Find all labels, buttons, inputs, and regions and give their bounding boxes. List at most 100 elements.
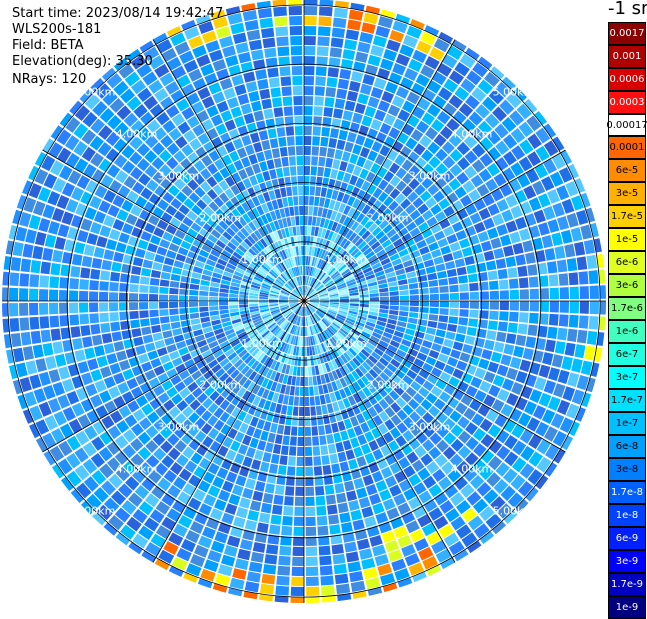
- ray-gate-cell: [209, 306, 219, 311]
- ray-gate-cell: [545, 444, 560, 460]
- ray-gate-cell: [324, 362, 331, 373]
- ray-gate-cell: [367, 314, 378, 320]
- ray-gate-cell: [315, 269, 322, 279]
- ray-gate-cell: [196, 255, 207, 264]
- ray-gate-cell: [89, 135, 104, 151]
- ray-gate-cell: [209, 296, 219, 301]
- ray-gate-cell: [194, 334, 206, 343]
- ray-gate-cell: [280, 384, 287, 394]
- ray-gate-cell: [154, 558, 170, 571]
- ray-gate-cell: [258, 340, 267, 350]
- ray-gate-cell: [15, 226, 28, 242]
- field-name: Field: BETA: [12, 38, 84, 53]
- ray-gate-cell: [250, 232, 259, 242]
- colorbar-cell: 0.0017: [608, 22, 646, 45]
- ray-gate-cell: [247, 266, 257, 273]
- ray-gate-cell: [252, 395, 261, 407]
- ray-gate-cell: [137, 431, 151, 445]
- ray-gate-cell: [420, 453, 434, 466]
- ray-gate-cell: [351, 370, 360, 381]
- ray-gate-cell: [375, 375, 386, 386]
- ray-gate-cell: [325, 157, 334, 168]
- ray-gate-cell: [461, 246, 473, 257]
- ray-gate-cell: [122, 429, 137, 443]
- ray-gate-cell: [327, 286, 337, 292]
- ray-gate-cell: [249, 301, 259, 304]
- ray-gate-cell: [132, 533, 149, 549]
- ray-gate-cell: [316, 344, 321, 355]
- colorbar-tick-label: 3e-7: [615, 372, 639, 383]
- ray-gate-cell: [201, 96, 215, 109]
- ray-gate-cell: [291, 416, 298, 426]
- ray-gate-cell: [207, 234, 218, 244]
- ray-gate-cell: [139, 417, 152, 431]
- ray-gate-cell: [39, 302, 49, 315]
- ray-gate-cell: [290, 335, 295, 345]
- ray-gate-cell: [230, 339, 241, 348]
- ray-gate-cell: [495, 462, 510, 477]
- ray-gate-cell: [388, 549, 403, 562]
- ray-gate-cell: [379, 489, 392, 502]
- ray-gate-cell: [192, 124, 205, 137]
- ray-gate-cell: [507, 492, 524, 509]
- ray-gate-cell: [245, 166, 255, 177]
- ray-gate-cell: [351, 234, 361, 245]
- ray-gate-cell: [322, 331, 329, 340]
- ray-gate-cell: [191, 101, 205, 114]
- ray-gate-cell: [260, 287, 270, 292]
- ray-gate-cell: [74, 105, 91, 122]
- ray-gate-cell: [450, 438, 464, 452]
- ray-gate-cell: [161, 455, 175, 469]
- ray-gate-cell: [174, 381, 186, 393]
- ray-gate-cell: [173, 476, 187, 490]
- ray-gate-cell: [253, 257, 263, 266]
- ray-gate-cell: [345, 362, 354, 372]
- ray-gate-cell: [227, 380, 238, 391]
- ray-gate-cell: [74, 158, 89, 173]
- ray-gate-cell: [361, 506, 374, 518]
- ray-gate-cell: [236, 398, 246, 410]
- ray-gate-cell: [388, 390, 400, 401]
- ray-gate-cell: [367, 237, 378, 247]
- ray-gate-cell: [352, 381, 362, 392]
- colorbar-cell: 0.00017: [606, 114, 647, 136]
- ray-gate-cell: [135, 345, 147, 356]
- ray-gate-cell: [94, 345, 106, 357]
- ray-gate-cell: [92, 420, 107, 435]
- ray-gate-cell: [428, 156, 441, 169]
- ray-gate-cell: [208, 427, 220, 440]
- ray-gate-cell: [64, 135, 80, 151]
- ray-gate-cell: [210, 249, 221, 258]
- ray-gate-cell: [584, 345, 596, 361]
- ray-gate-cell: [378, 219, 389, 230]
- ray-gate-cell: [569, 301, 579, 314]
- ray-gate-cell: [156, 219, 169, 231]
- ray-gate-cell: [301, 346, 304, 356]
- ray-gate-cell: [308, 376, 313, 386]
- ray-gate-cell: [387, 276, 397, 283]
- ray-gate-cell: [318, 333, 325, 342]
- ray-gate-cell: [328, 199, 336, 210]
- ray-gate-cell: [279, 262, 286, 271]
- ray-gate-cell: [35, 437, 48, 452]
- ray-gate-cell: [518, 121, 534, 138]
- ray-gate-cell: [219, 254, 230, 262]
- ray-gate-cell: [252, 541, 266, 553]
- ray-gate-cell: [479, 153, 494, 167]
- ray-gate-cell: [342, 240, 351, 250]
- ray-gate-cell: [72, 337, 83, 350]
- ray-gate-cell: [352, 392, 362, 404]
- ray-gate-cell: [100, 174, 114, 188]
- ray-gate-cell: [326, 266, 334, 275]
- ray-gate-cell: [430, 249, 442, 259]
- ray-gate-cell: [368, 222, 378, 233]
- ray-gate-cell: [313, 280, 320, 289]
- ray-gate-cell: [320, 136, 329, 147]
- ray-gate-cell: [265, 246, 274, 256]
- ray-gate-cell: [321, 274, 329, 283]
- ray-gate-cell: [337, 420, 346, 432]
- ray-gate-cell: [294, 356, 299, 366]
- ray-gate-cell: [510, 127, 526, 144]
- ray-gate-cell: [268, 463, 279, 474]
- ray-gate-cell: [384, 394, 395, 406]
